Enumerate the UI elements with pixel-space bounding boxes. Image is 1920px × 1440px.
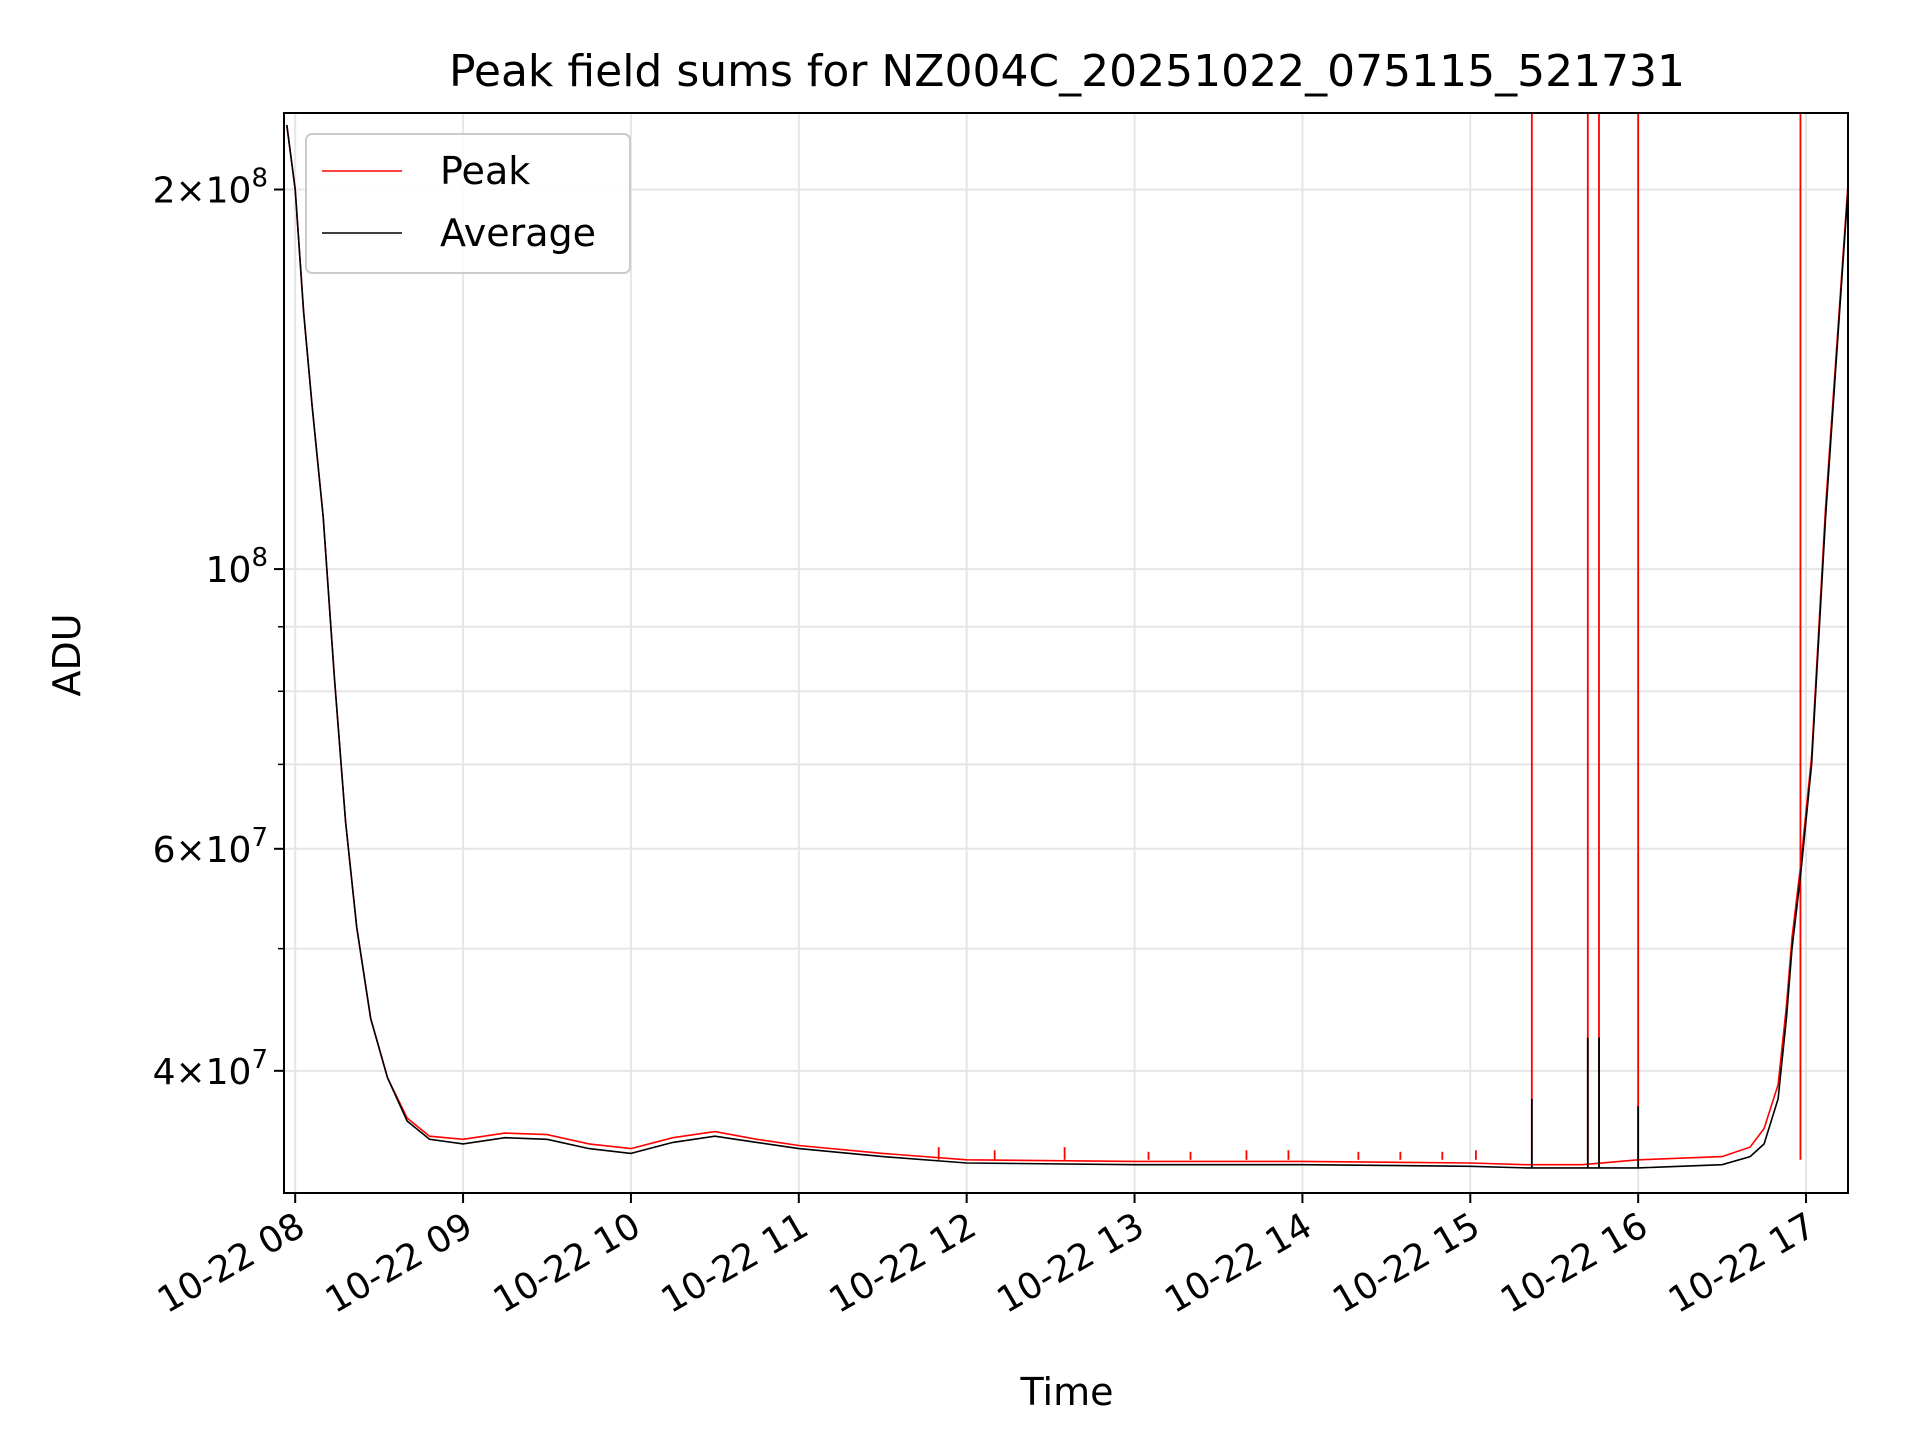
x-axis-label: Time: [1020, 1370, 1114, 1414]
y-tick-label: 6×107: [153, 823, 268, 871]
legend-label-average: Average: [440, 211, 596, 255]
series-line-average: [286, 124, 1848, 1169]
legend: Peak Average: [305, 133, 631, 274]
legend-box: [305, 133, 631, 274]
y-axis: 2×108 108 6×107 4×107: [153, 164, 284, 1093]
legend-label-peak: Peak: [440, 149, 530, 193]
y-tick-label: 108: [206, 543, 268, 591]
chart-title: Peak field sums for NZ004C_20251022_0751…: [449, 46, 1685, 97]
axes-frame: [283, 112, 1849, 1194]
plot-area: [286, 113, 1848, 1169]
y-axis-label: ADU: [45, 613, 89, 696]
y-tick-label: 4×107: [153, 1045, 268, 1093]
series-layer: [286, 113, 1848, 1169]
y-tick-label: 2×108: [153, 164, 268, 212]
